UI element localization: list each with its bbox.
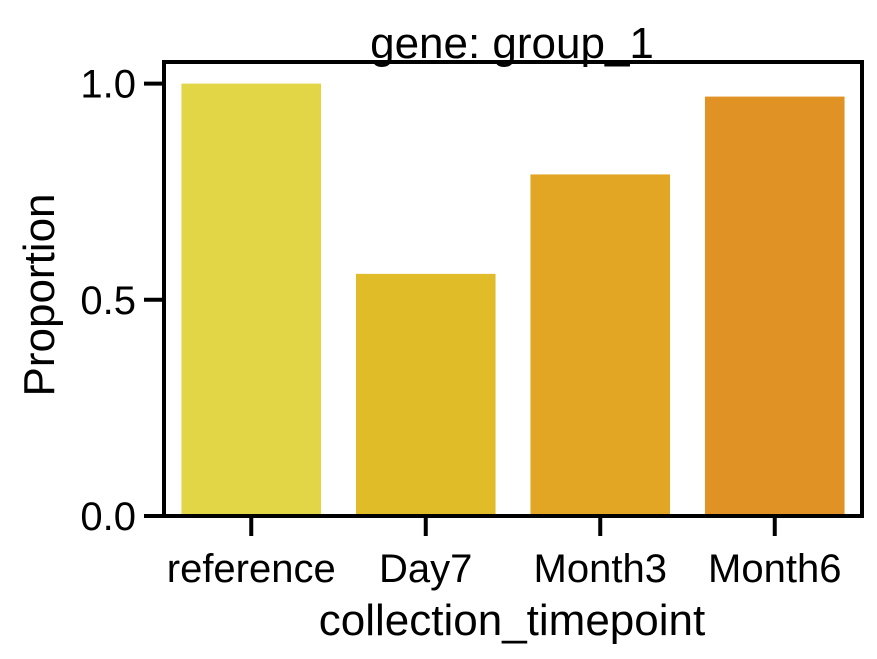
y-axis-label: Proportion xyxy=(15,193,64,396)
axes-group: 0.0 0.5 1.0 reference Day7 Month3 Month6 xyxy=(80,60,864,591)
x-tick-label: Day7 xyxy=(379,547,472,591)
x-tick-label: Month3 xyxy=(534,547,667,591)
bar-month6 xyxy=(704,96,845,516)
bar-month3 xyxy=(530,174,671,516)
x-axis-label: collection_timepoint xyxy=(319,596,705,645)
x-tick-label: reference xyxy=(167,547,336,591)
y-tick-label: 0.0 xyxy=(80,495,136,539)
plot-frame xyxy=(162,60,864,518)
x-tick-label: Month6 xyxy=(708,547,841,591)
y-tick-label: 1.0 xyxy=(80,63,136,107)
chart-title: gene: group_1 xyxy=(370,19,654,68)
y-tick-label: 0.5 xyxy=(80,279,136,323)
bar-reference xyxy=(181,83,322,516)
bars-group xyxy=(181,83,845,516)
bar-day7 xyxy=(355,273,496,516)
